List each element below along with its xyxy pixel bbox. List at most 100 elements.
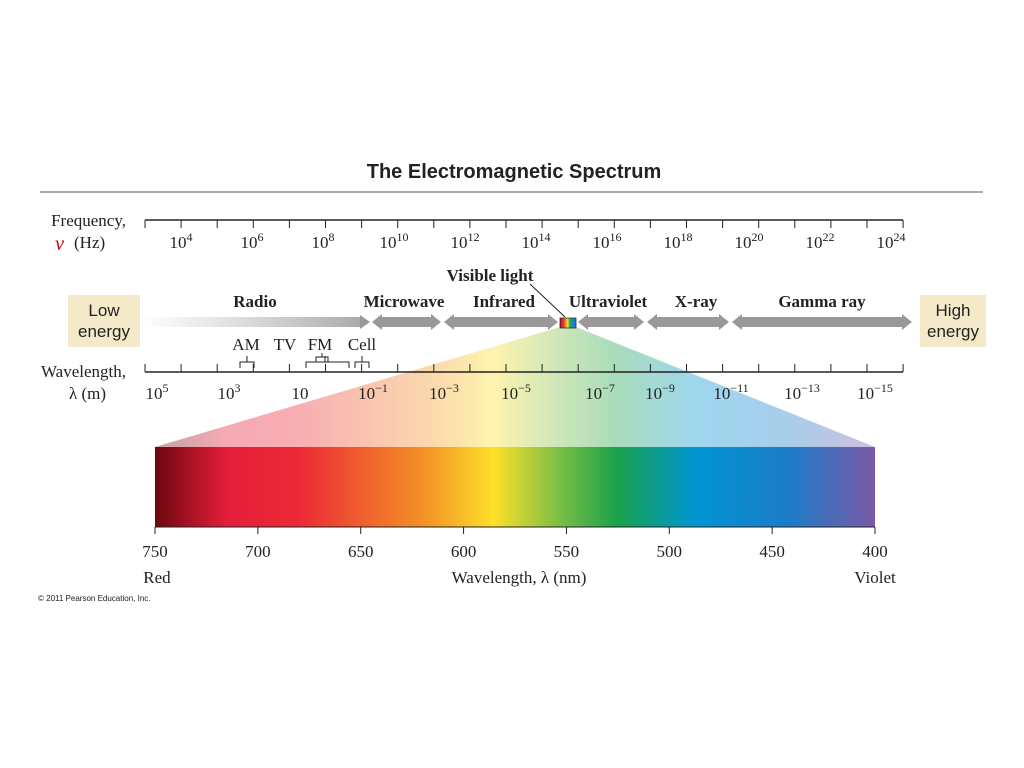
frequency-tick-label-base: 10 [877,233,894,252]
band-label: Ultraviolet [569,292,648,311]
low-energy-text: energy [78,322,130,341]
wavelength-tick-label: 10−9 [645,381,675,403]
frequency-tick-label-base: 10 [380,233,397,252]
frequency-tick-label-exp: 8 [329,230,335,244]
frequency-tick-label-exp: 24 [894,230,906,244]
band-label: X-ray [675,292,718,311]
nm-tick-label: 500 [657,542,683,561]
nm-tick-label: 700 [245,542,271,561]
frequency-unit: (Hz) [74,233,105,252]
nm-tick-label: 750 [142,542,168,561]
visible-zoom [155,327,875,447]
wavelength-tick-label-base: 10 [358,384,375,403]
radio-bar [140,317,362,327]
frequency-tick-label: 1012 [451,230,480,252]
radio-use-label: Cell [348,335,377,354]
frequency-tick-label-exp: 22 [823,230,835,244]
frequency-tick-label-exp: 18 [681,230,693,244]
wavelength-tick-label-base: 10 [784,384,801,403]
wavelength-tick-label: 105 [146,381,169,403]
radio-use-label: TV [274,335,297,354]
frequency-tick-label: 1014 [522,230,551,252]
frequency-tick-label-exp: 16 [610,230,622,244]
frequency-tick-label-exp: 14 [539,230,551,244]
frequency-tick-label-base: 10 [312,233,329,252]
nm-tick-label: 550 [554,542,580,561]
frequency-tick-label: 108 [312,230,335,252]
wavelength-tick-label: 10−7 [585,381,615,403]
frequency-tick-label: 1016 [593,230,622,252]
wavelength-tick-label-exp: −13 [801,381,820,395]
radio-use-bracket [315,353,329,362]
wavelength-tick-label: 10−15 [857,381,893,403]
band-label: Gamma ray [778,292,866,311]
wavelength-tick-label-base: 10 [292,384,309,403]
frequency-symbol: ν [55,233,64,255]
band-arrow [360,315,370,329]
wavelength-tick-label-base: 10 [585,384,602,403]
wavelength-tick-label-base: 10 [218,384,235,403]
wavelength-tick-label-base: 10 [429,384,446,403]
band-arrow [647,314,729,330]
frequency-tick-label-base: 10 [451,233,468,252]
frequency-tick-label-exp: 20 [752,230,764,244]
nm-axis-label: Wavelength, λ (nm) [452,568,587,587]
wavelength-tick-label: 10−5 [501,381,531,403]
frequency-tick-label: 1018 [664,230,693,252]
wavelength-tick-label: 103 [218,381,241,403]
wavelength-tick-label-exp: 3 [235,381,241,395]
violet-label: Violet [854,568,896,587]
band-arrow [578,314,644,330]
radio-use-bracket [239,356,255,368]
frequency-tick-label: 106 [241,230,264,252]
frequency-tick-label-exp: 4 [187,230,193,244]
frequency-tick-label-base: 10 [735,233,752,252]
radio-use-bracket [354,356,370,368]
band-label: Radio [233,292,276,311]
wavelength-tick-label-exp: −11 [730,381,748,395]
visible-band [559,317,577,329]
low-energy-text: Low [88,301,120,320]
high-energy-text: energy [927,322,979,341]
wavelength-tick-label: 10 [292,384,309,403]
visible-pointer [529,283,566,318]
wavelength-tick-label: 10−1 [358,381,388,403]
wavelength-tick-label-base: 10 [713,384,730,403]
wavelength-tick-label-exp: −9 [662,381,675,395]
frequency-tick-label: 1010 [380,230,409,252]
wavelength-tick-label-exp: −7 [602,381,615,395]
wavelength-label: Wavelength, [41,362,126,381]
band-arrow [444,314,558,330]
nm-tick-label: 450 [759,542,785,561]
frequency-tick-label: 1022 [806,230,835,252]
high-energy-box [920,295,986,347]
wavelength-tick-label: 10−13 [784,381,820,403]
wavelength-unit: λ (m) [69,384,106,403]
nm-tick-label: 400 [862,542,888,561]
frequency-tick-label: 104 [170,230,193,252]
frequency-tick-label-base: 10 [170,233,187,252]
wavelength-tick-label: 10−11 [713,381,748,403]
wavelength-tick-label-exp: −15 [874,381,893,395]
frequency-tick-label-exp: 6 [258,230,264,244]
title: The Electromagnetic Spectrum [367,161,662,183]
red-label: Red [143,568,171,587]
radio-use-label: FM [308,335,333,354]
low-energy-box [68,295,140,347]
nm-tick-label: 650 [348,542,374,561]
frequency-tick-label: 1020 [735,230,764,252]
band-label: Infrared [473,292,536,311]
wavelength-tick-label-exp: 5 [163,381,169,395]
wavelength-tick-label-exp: −3 [446,381,459,395]
wavelength-tick-label-exp: −1 [375,381,388,395]
band-label: Microwave [364,292,445,311]
wavelength-tick-label-exp: −5 [518,381,531,395]
frequency-label: Frequency, [51,211,126,230]
wavelength-tick-label-base: 10 [645,384,662,403]
radio-use-label: AM [232,335,259,354]
frequency-tick-label-base: 10 [593,233,610,252]
wavelength-tick-label-base: 10 [146,384,163,403]
wavelength-tick-label: 10−3 [429,381,459,403]
copyright: © 2011 Pearson Education, Inc. [38,594,150,603]
